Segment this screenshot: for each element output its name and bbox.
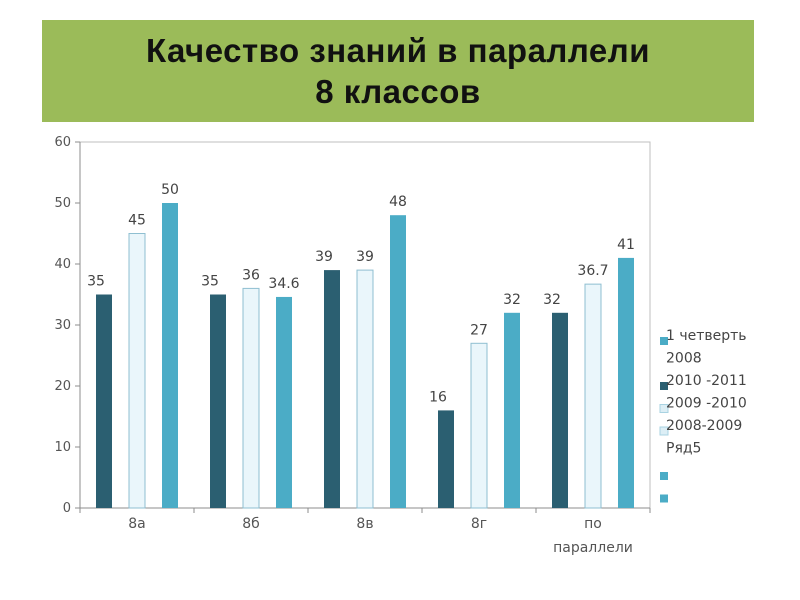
chart-title-line-2: 8 классов — [315, 73, 481, 110]
data-label: 16 — [429, 389, 447, 405]
x-axis: 8а 8б 8в 8г по параллели — [79, 507, 651, 556]
category-label: 8а — [128, 516, 146, 532]
data-label: 41 — [617, 237, 635, 253]
category-label: 8в — [356, 516, 373, 532]
y-tick-label: 20 — [54, 379, 71, 394]
data-label: 50 — [161, 182, 179, 198]
bar — [356, 269, 374, 509]
data-label: 39 — [356, 249, 374, 265]
legend-entry: 2008 — [666, 351, 702, 367]
data-label: 32 — [543, 292, 561, 308]
legend-swatch — [659, 426, 669, 436]
chart-title-line-1: Качество знаний в параллели — [145, 32, 651, 69]
y-tick-label: 30 — [54, 318, 71, 333]
bar — [242, 287, 260, 509]
legend-swatch — [660, 382, 668, 390]
y-axis: 0 10 20 30 40 50 60 — [54, 135, 81, 516]
data-label: 27 — [470, 322, 488, 338]
y-tick-label: 40 — [54, 257, 71, 272]
bar — [504, 312, 520, 508]
legend-entry: 2010 -2011 — [666, 373, 747, 389]
bar — [96, 294, 112, 508]
data-label: 35 — [87, 274, 105, 290]
legend-entry: 2008-2009 — [666, 418, 742, 434]
bar — [470, 342, 488, 509]
legend-entry: 2009 -2010 — [666, 396, 747, 412]
bar — [276, 296, 292, 508]
y-tick-label: 10 — [54, 440, 71, 455]
bar — [210, 294, 226, 508]
title-banner: Качество знаний в параллели 8 классов — [42, 20, 754, 122]
bar — [618, 257, 634, 508]
legend-swatch — [660, 472, 668, 480]
bar — [552, 312, 568, 508]
legend: 1 четверть 2008 2010 -2011 2009 -2010 2008-2… — [659, 328, 747, 503]
data-label: 36.7 — [577, 263, 608, 279]
category-label: параллели — [553, 540, 633, 556]
legend-entry: Ряд5 — [666, 441, 701, 457]
legend-entry: 1 четверть — [666, 328, 747, 344]
data-label: 35 — [201, 274, 219, 290]
category-label: 8г — [471, 516, 487, 532]
bar — [324, 270, 340, 508]
legend-swatch — [660, 337, 668, 345]
data-label: 32 — [503, 292, 521, 308]
bar — [390, 215, 406, 508]
category-label: 8б — [242, 516, 260, 532]
bar — [584, 283, 602, 509]
y-tick-label: 60 — [54, 135, 71, 150]
data-label: 39 — [315, 249, 333, 265]
data-label: 45 — [128, 213, 146, 229]
bar — [128, 233, 146, 509]
data-label: 48 — [389, 194, 407, 210]
y-tick-label: 50 — [54, 196, 71, 211]
legend-swatch — [659, 404, 669, 413]
legend-swatch — [660, 494, 668, 503]
data-label: 36 — [242, 267, 260, 283]
category-label: по — [584, 516, 602, 532]
bar-series — [96, 203, 634, 509]
data-labels: 35 35 39 16 32 45 36 39 27 36.7 50 34.6 48 32 41 — [87, 182, 635, 405]
y-tick-label: 0 — [63, 501, 71, 516]
bar — [438, 410, 454, 508]
data-label: 34.6 — [268, 276, 299, 292]
bar — [162, 203, 178, 508]
